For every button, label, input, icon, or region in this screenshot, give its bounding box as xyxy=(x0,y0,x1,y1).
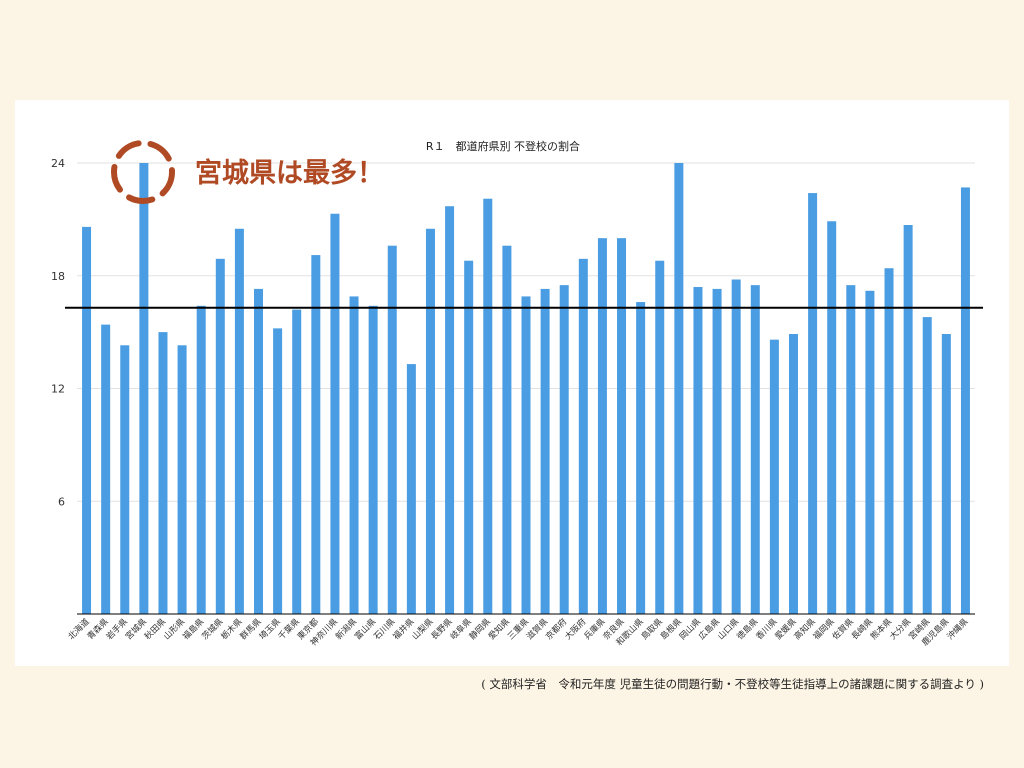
y-tick-label: 18 xyxy=(51,270,65,283)
bar xyxy=(884,268,894,614)
y-tick-label: 24 xyxy=(51,157,65,170)
y-tick-label: 12 xyxy=(51,383,65,396)
bar xyxy=(234,228,244,615)
source-note: ( 文部科学省 令和元年度 児童生徒の問題行動・不登校等生徒指導上の諸課題に関す… xyxy=(481,677,984,691)
category-labels: 北海道青森県岩手県宮城県秋田県山形県福島県茨城県栃木県群馬県埼玉県千葉県東京都神… xyxy=(66,616,971,648)
bar xyxy=(578,258,588,614)
bar xyxy=(808,193,818,615)
bar xyxy=(597,238,607,614)
bar xyxy=(712,288,722,614)
bars xyxy=(82,163,970,615)
bar xyxy=(139,163,149,614)
bar xyxy=(731,279,741,614)
bar xyxy=(445,206,455,614)
bar xyxy=(827,221,837,615)
bar xyxy=(387,245,397,614)
bar xyxy=(941,334,951,614)
bar xyxy=(750,285,760,614)
bar xyxy=(559,285,569,614)
bar xyxy=(540,288,550,614)
bar xyxy=(120,345,130,614)
y-tick-label: 6 xyxy=(58,495,65,508)
callout: 宮城県は最多！ xyxy=(111,140,384,204)
bar xyxy=(483,198,493,614)
bar xyxy=(617,238,627,614)
bar xyxy=(101,324,111,614)
bar xyxy=(636,302,646,614)
axes xyxy=(65,306,983,615)
bar-chart: 6 12 18 24 北海道青森県岩手県宮城県秋田県山形県福島県茨城県栃木県群馬県埼玉… xyxy=(51,139,983,648)
bar xyxy=(158,332,168,614)
bar xyxy=(349,296,359,614)
bar xyxy=(330,213,340,615)
bar xyxy=(693,287,703,614)
bar xyxy=(292,309,302,614)
category-label: 沖縄県 xyxy=(945,616,971,642)
bar xyxy=(521,296,531,614)
bar xyxy=(406,364,416,614)
bar xyxy=(655,260,665,614)
bar xyxy=(254,288,264,614)
callout-text: 宮城県は最多！ xyxy=(195,157,384,189)
bar xyxy=(368,305,378,614)
bar xyxy=(788,334,798,614)
y-tick-labels: 6 12 18 24 xyxy=(51,157,65,508)
chart-title: R１ 都道府県別 不登校の割合 xyxy=(426,139,580,153)
bar xyxy=(311,255,321,614)
slide-panel: 6 12 18 24 北海道 青森県 岩手県 宮城県 秋田県 山形県 福島県 茨城県 栃木県 群馬県 埼玉… xyxy=(15,100,1009,666)
bar xyxy=(769,339,779,614)
bar xyxy=(846,285,856,614)
bar xyxy=(464,260,474,614)
bar xyxy=(196,305,206,614)
bar xyxy=(960,187,970,614)
bar xyxy=(903,225,913,614)
bar xyxy=(82,226,92,614)
bar xyxy=(674,163,684,614)
bar xyxy=(215,258,225,614)
bar xyxy=(922,317,932,614)
bar xyxy=(502,245,512,614)
dashed-circle-icon xyxy=(111,140,175,204)
bar xyxy=(865,290,875,614)
bar xyxy=(273,328,283,614)
bar xyxy=(425,228,435,615)
bar xyxy=(177,345,187,614)
